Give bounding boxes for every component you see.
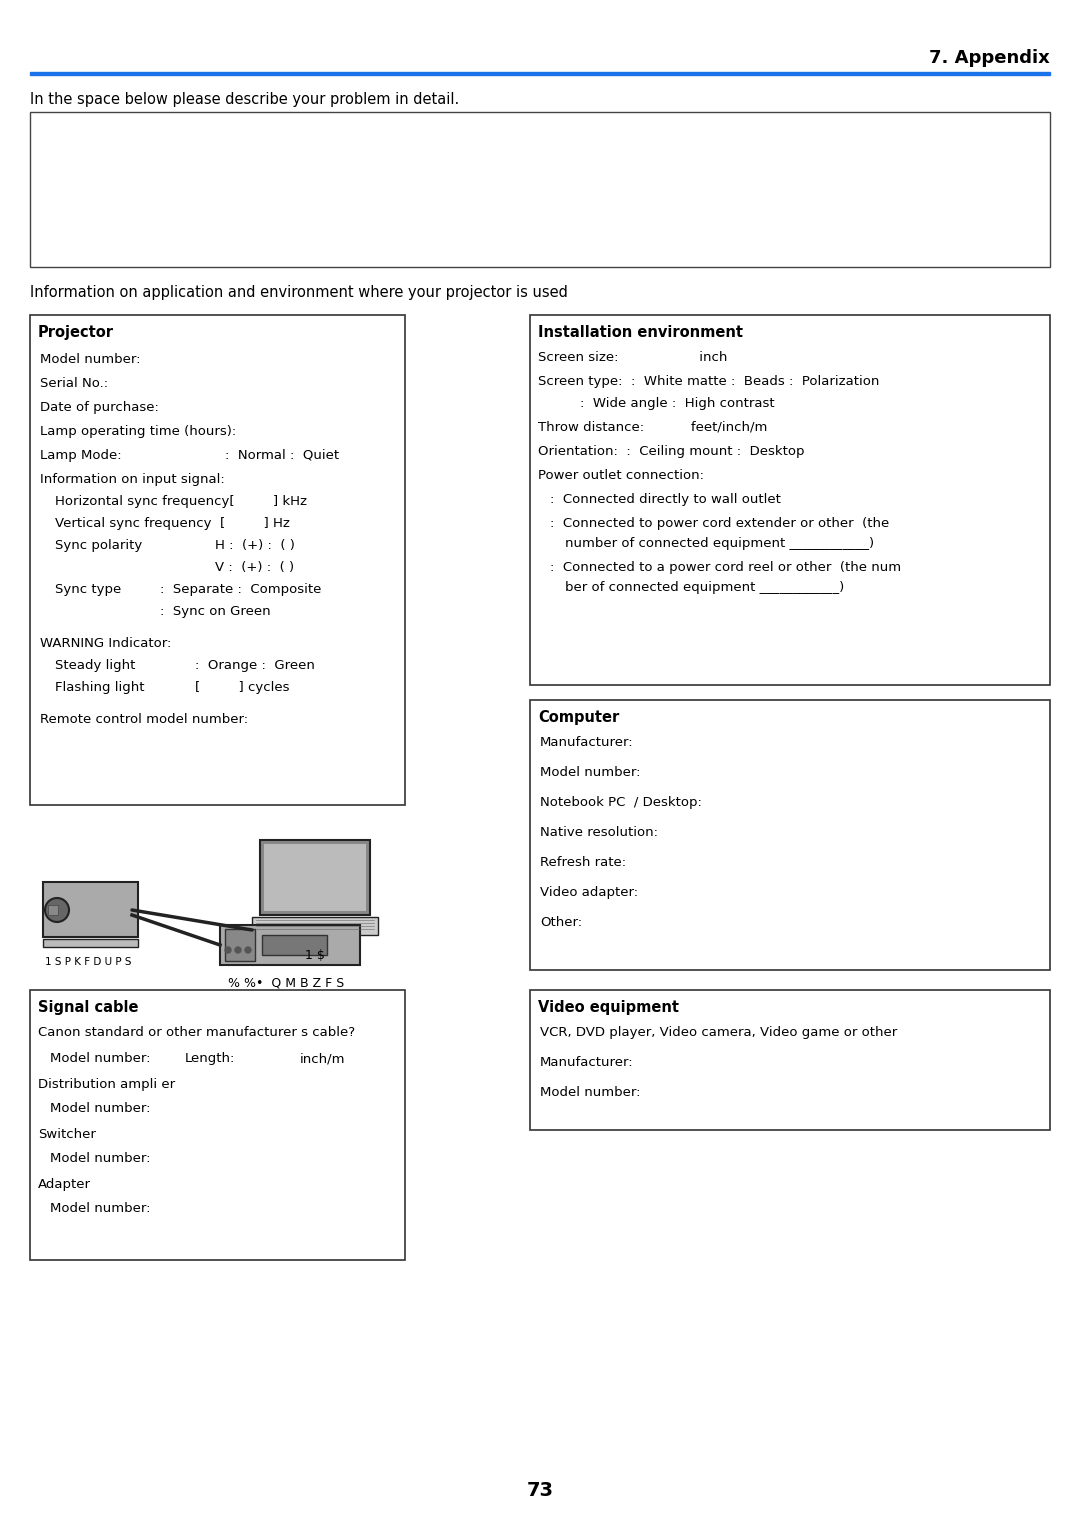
Text: Information on application and environment where your projector is used: Information on application and environme… <box>30 285 568 300</box>
Text: Manufacturer:: Manufacturer: <box>540 1056 634 1068</box>
Text: Model number:: Model number: <box>40 354 140 366</box>
Text: Remote control model number:: Remote control model number: <box>40 713 248 725</box>
Text: Serial No.:: Serial No.: <box>40 376 108 390</box>
Bar <box>252 917 378 936</box>
Text: % %•  Q M B Z F S: % %• Q M B Z F S <box>228 977 345 991</box>
Text: ber of connected equipment ____________): ber of connected equipment ____________) <box>565 581 845 594</box>
Text: :  Connected to power cord extender or other  (the: : Connected to power cord extender or ot… <box>550 517 889 530</box>
Bar <box>264 844 366 911</box>
Bar <box>530 700 1050 969</box>
Text: Throw distance:           feet/inch/m: Throw distance: feet/inch/m <box>538 421 768 434</box>
Text: :  Normal :  Quiet: : Normal : Quiet <box>225 450 339 462</box>
Text: Other:: Other: <box>540 916 582 930</box>
Text: 1 $: 1 $ <box>305 949 325 962</box>
Text: H :  (+) :  ( ): H : (+) : ( ) <box>215 539 295 552</box>
Text: Flashing light: Flashing light <box>55 681 145 693</box>
Text: 73: 73 <box>527 1480 554 1500</box>
Text: Notebook PC  / Desktop:: Notebook PC / Desktop: <box>540 796 702 809</box>
Circle shape <box>225 946 231 952</box>
Text: 7. Appendix: 7. Appendix <box>929 49 1050 67</box>
Text: Information on input signal:: Information on input signal: <box>40 472 225 486</box>
Circle shape <box>45 898 69 922</box>
Text: :  Separate :  Composite: : Separate : Composite <box>160 584 322 596</box>
Bar <box>30 315 405 805</box>
Bar <box>225 930 255 962</box>
Circle shape <box>245 946 251 952</box>
Text: Native resolution:: Native resolution: <box>540 826 658 840</box>
Bar <box>43 939 138 946</box>
Bar <box>530 315 1050 684</box>
Text: Sync polarity: Sync polarity <box>55 539 143 552</box>
Text: Lamp operating time (hours):: Lamp operating time (hours): <box>40 425 237 437</box>
Text: WARNING Indicator:: WARNING Indicator: <box>40 637 172 651</box>
Bar <box>30 991 405 1260</box>
Text: :  Wide angle :  High contrast: : Wide angle : High contrast <box>580 396 774 410</box>
Circle shape <box>235 946 241 952</box>
Text: Orientation:  :  Ceiling mount :  Desktop: Orientation: : Ceiling mount : Desktop <box>538 445 805 459</box>
Text: 1 S P K F D U P S: 1 S P K F D U P S <box>45 957 132 968</box>
Text: V :  (+) :  ( ): V : (+) : ( ) <box>215 561 294 575</box>
Text: Video equipment: Video equipment <box>538 1000 679 1015</box>
Text: Computer: Computer <box>538 710 619 725</box>
Text: Signal cable: Signal cable <box>38 1000 138 1015</box>
Text: Switcher: Switcher <box>38 1128 96 1141</box>
Text: :  Connected directly to wall outlet: : Connected directly to wall outlet <box>550 492 781 506</box>
Text: Model number:: Model number: <box>540 1087 640 1099</box>
Text: Distribution ampli er: Distribution ampli er <box>38 1077 175 1091</box>
Bar <box>48 905 58 914</box>
Bar <box>530 991 1050 1129</box>
Text: Projector: Projector <box>38 325 114 340</box>
Text: :  Sync on Green: : Sync on Green <box>160 605 271 619</box>
Text: Model number:: Model number: <box>50 1052 150 1065</box>
Text: Model number:: Model number: <box>50 1102 150 1116</box>
Text: Model number:: Model number: <box>50 1152 150 1164</box>
Text: Screen size:                   inch: Screen size: inch <box>538 351 727 364</box>
Text: In the space below please describe your problem in detail.: In the space below please describe your … <box>30 91 459 107</box>
Bar <box>262 936 327 956</box>
Bar <box>43 882 138 937</box>
Text: Screen type:  :  White matte :  Beads :  Polarization: Screen type: : White matte : Beads : Pol… <box>538 375 879 389</box>
Text: Model number:: Model number: <box>540 767 640 779</box>
Text: Date of purchase:: Date of purchase: <box>40 401 159 415</box>
Text: Model number:: Model number: <box>50 1202 150 1215</box>
Text: Adapter: Adapter <box>38 1178 91 1190</box>
Text: VCR, DVD player, Video camera, Video game or other: VCR, DVD player, Video camera, Video gam… <box>540 1026 897 1039</box>
Text: Lamp Mode:: Lamp Mode: <box>40 450 122 462</box>
Bar <box>220 925 360 965</box>
Text: Length:: Length: <box>185 1052 235 1065</box>
Text: [         ] cycles: [ ] cycles <box>195 681 289 693</box>
Bar <box>30 111 1050 267</box>
Text: Manufacturer:: Manufacturer: <box>540 736 634 748</box>
Text: number of connected equipment ____________): number of connected equipment __________… <box>565 536 874 550</box>
Text: Vertical sync frequency  [         ] Hz: Vertical sync frequency [ ] Hz <box>55 517 289 530</box>
Text: Horizontal sync frequency[         ] kHz: Horizontal sync frequency[ ] kHz <box>55 495 307 507</box>
Text: Canon standard or other manufacturer s cable?: Canon standard or other manufacturer s c… <box>38 1026 355 1039</box>
Text: inch/m: inch/m <box>300 1052 346 1065</box>
Text: Power outlet connection:: Power outlet connection: <box>538 469 704 482</box>
Text: Refresh rate:: Refresh rate: <box>540 856 626 869</box>
Bar <box>30 72 1050 75</box>
Text: Video adapter:: Video adapter: <box>540 885 638 899</box>
Bar <box>260 840 370 914</box>
Text: :  Orange :  Green: : Orange : Green <box>195 658 315 672</box>
Text: Sync type: Sync type <box>55 584 121 596</box>
Text: Steady light: Steady light <box>55 658 135 672</box>
Text: Installation environment: Installation environment <box>538 325 743 340</box>
Text: :  Connected to a power cord reel or other  (the num: : Connected to a power cord reel or othe… <box>550 561 901 575</box>
